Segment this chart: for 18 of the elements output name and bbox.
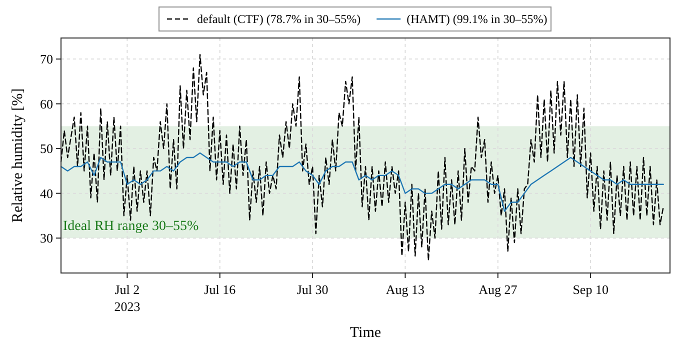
y-tick-label: 40 [40, 186, 53, 201]
legend-label: (HAMT) (99.1% in 30–55%) [406, 12, 548, 26]
x-tick-label: Jul 2 2023 [114, 282, 140, 314]
x-tick-label: Jul 16 [204, 282, 236, 297]
x-tick-label: Jul 30 [296, 282, 328, 297]
x-axis-title: Time [350, 325, 382, 341]
y-tick-label: 50 [40, 141, 53, 156]
y-tick-label: 70 [40, 52, 53, 67]
y-axis-title: Relative humidity [%] [10, 88, 26, 223]
line-series [60, 152, 664, 212]
x-tick-label: Sep 10 [572, 282, 608, 297]
line-series [60, 54, 664, 262]
band-label: Ideal RH range 30–55% [63, 219, 200, 234]
x-tick-label: Aug 27 [478, 282, 518, 297]
x-tick-label: Aug 13 [386, 282, 425, 297]
y-tick-label: 30 [40, 230, 53, 246]
legend-label: default (CTF) (78.7% in 30–55%) [197, 12, 361, 26]
y-tick-label: 60 [40, 96, 53, 112]
